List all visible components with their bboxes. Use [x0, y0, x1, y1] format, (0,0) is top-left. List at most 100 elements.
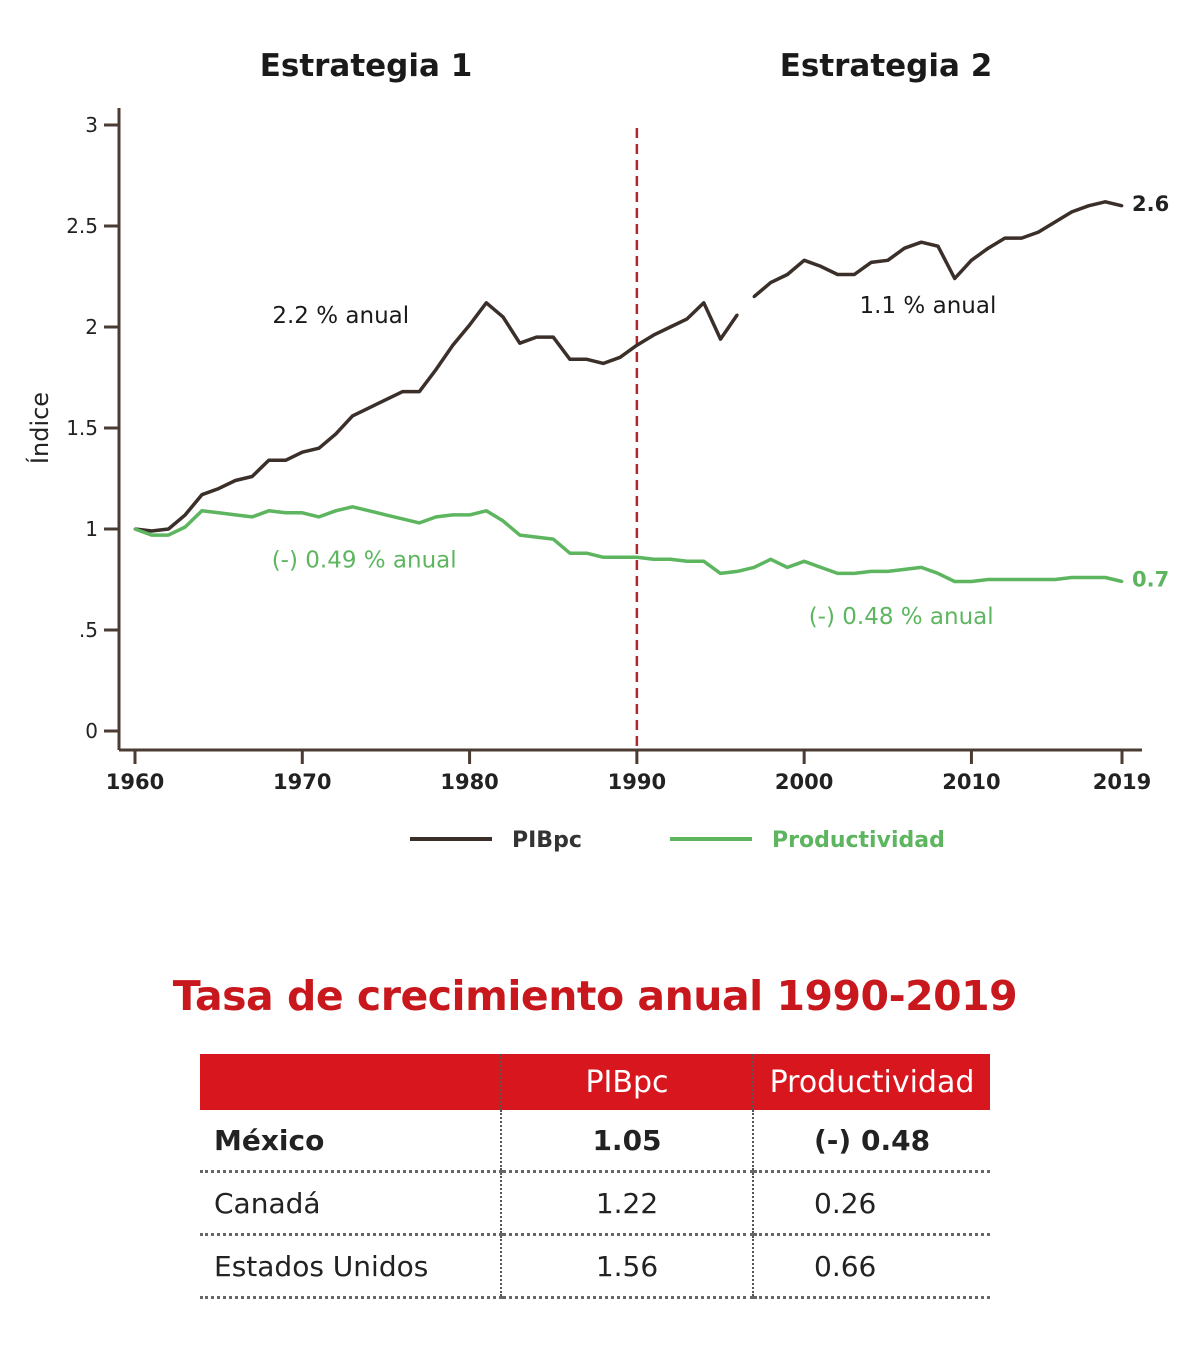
- table-row: México 1.05 (-) 0.48: [200, 1110, 990, 1173]
- data-point-pibpc: [585, 357, 589, 361]
- data-point-pibpc: [752, 295, 756, 299]
- data-point-productividad: [334, 509, 338, 513]
- growth-annotation: (-) 0.48 % anual: [809, 604, 994, 630]
- data-point-productividad: [183, 525, 187, 529]
- data-point-pibpc: [217, 487, 221, 490]
- data-point-productividad: [434, 515, 438, 519]
- table-header-pibpc: PIBpc: [500, 1054, 753, 1110]
- legend-label-pibpc: PIBpc: [512, 828, 582, 853]
- data-point-productividad: [953, 580, 957, 583]
- data-point-pibpc: [468, 323, 471, 327]
- data-point-pibpc: [919, 240, 923, 244]
- table-cell-pibpc: 1.56: [500, 1234, 753, 1299]
- data-point-pibpc: [1036, 230, 1040, 234]
- series-line-pibpc: [752, 200, 1123, 299]
- data-point-pibpc: [317, 446, 321, 450]
- data-point-productividad: [685, 559, 689, 563]
- data-point-productividad: [769, 557, 773, 561]
- data-point-productividad: [752, 565, 756, 569]
- data-point-pibpc: [786, 273, 789, 276]
- data-point-pibpc: [685, 317, 689, 321]
- data-point-productividad: [233, 513, 237, 517]
- data-point-pibpc: [886, 258, 890, 262]
- data-point-pibpc: [1103, 200, 1107, 204]
- data-point-productividad: [919, 565, 923, 569]
- table-cell-productividad: 0.66: [752, 1234, 990, 1299]
- x-tick-label: 2010: [942, 770, 1000, 794]
- data-point-pibpc: [484, 301, 488, 305]
- data-point-pibpc: [233, 479, 237, 482]
- data-point-productividad: [1070, 576, 1074, 579]
- data-point-productividad: [585, 551, 589, 555]
- data-point-productividad: [417, 521, 421, 525]
- data-point-pibpc: [551, 335, 555, 339]
- y-tick-label: 1.5: [66, 416, 98, 440]
- data-point-productividad: [501, 519, 505, 523]
- data-point-pibpc: [903, 246, 906, 250]
- data-point-pibpc: [200, 493, 204, 497]
- data-point-productividad: [786, 565, 789, 569]
- series-line-pibpc: [134, 301, 739, 533]
- line-chart: 0 .5 1 1.5 2 2.5 3 1960 1970 1980 1990 2000 2010 2019…: [25, 48, 1169, 853]
- growth-annotation: 2.2 % anual: [272, 303, 409, 329]
- data-point-pibpc: [535, 335, 538, 339]
- data-point-pibpc: [367, 406, 371, 410]
- data-point-pibpc: [836, 273, 840, 276]
- data-point-pibpc: [167, 527, 170, 531]
- data-point-productividad: [217, 511, 221, 515]
- data-point-pibpc: [1053, 220, 1057, 224]
- data-point-productividad: [1053, 578, 1057, 581]
- data-point-pibpc: [986, 246, 990, 250]
- x-tick-label: 1960: [106, 770, 164, 794]
- data-point-pibpc: [936, 244, 940, 248]
- table-cell-country: Estados Unidos: [200, 1234, 501, 1299]
- table-title: Tasa de crecimiento anual 1990-2019: [172, 972, 1018, 1020]
- data-point-productividad: [1120, 580, 1124, 583]
- table-cell-pibpc: 1.05: [500, 1110, 753, 1173]
- data-point-pibpc: [719, 337, 722, 341]
- data-point-productividad: [300, 511, 304, 515]
- table-header-row: PIBpc Productividad: [200, 1054, 990, 1110]
- data-point-productividad: [618, 555, 622, 559]
- data-point-pibpc: [618, 355, 622, 359]
- data-point-productividad: [200, 509, 204, 513]
- y-tick-label: 1: [85, 517, 98, 541]
- data-point-pibpc: [970, 258, 973, 262]
- data-point-productividad: [1087, 576, 1090, 579]
- data-point-productividad: [719, 572, 722, 575]
- data-point-productividad: [401, 517, 405, 521]
- data-point-productividad: [735, 570, 739, 573]
- data-point-productividad: [317, 515, 321, 519]
- data-point-pibpc: [250, 475, 254, 478]
- data-point-pibpc: [568, 357, 572, 361]
- table-header-productividad: Productividad: [752, 1054, 990, 1110]
- data-point-pibpc: [351, 414, 354, 418]
- data-point-productividad: [903, 568, 906, 571]
- end-value-label: 2.6: [1132, 192, 1169, 216]
- table-cell-country: México: [200, 1110, 501, 1173]
- data-point-pibpc: [602, 361, 605, 365]
- table-cell-pibpc: 1.22: [500, 1171, 753, 1236]
- data-point-productividad: [167, 533, 170, 537]
- y-tick-label: 2: [85, 315, 98, 339]
- growth-annotation: (-) 0.49 % anual: [272, 547, 457, 573]
- x-tick-label: 2000: [775, 770, 833, 794]
- data-point-productividad: [1020, 578, 1024, 581]
- data-point-pibpc: [953, 277, 957, 280]
- data-point-pibpc: [852, 273, 856, 276]
- period-label-2: Estrategia 2: [780, 48, 993, 84]
- data-point-productividad: [267, 509, 271, 513]
- data-point-pibpc: [652, 333, 655, 337]
- data-point-pibpc: [735, 313, 739, 317]
- end-value-label: 0.7: [1132, 568, 1169, 592]
- series-line-productividad: [134, 505, 1123, 584]
- x-tick-label: 1970: [273, 770, 331, 794]
- data-point-productividad: [802, 559, 806, 563]
- data-point-pibpc: [284, 458, 287, 462]
- data-point-productividad: [886, 570, 890, 573]
- data-point-productividad: [970, 580, 973, 583]
- data-point-productividad: [1103, 576, 1107, 579]
- data-point-productividad: [936, 572, 940, 575]
- data-point-pibpc: [501, 315, 505, 319]
- data-point-pibpc: [819, 265, 823, 268]
